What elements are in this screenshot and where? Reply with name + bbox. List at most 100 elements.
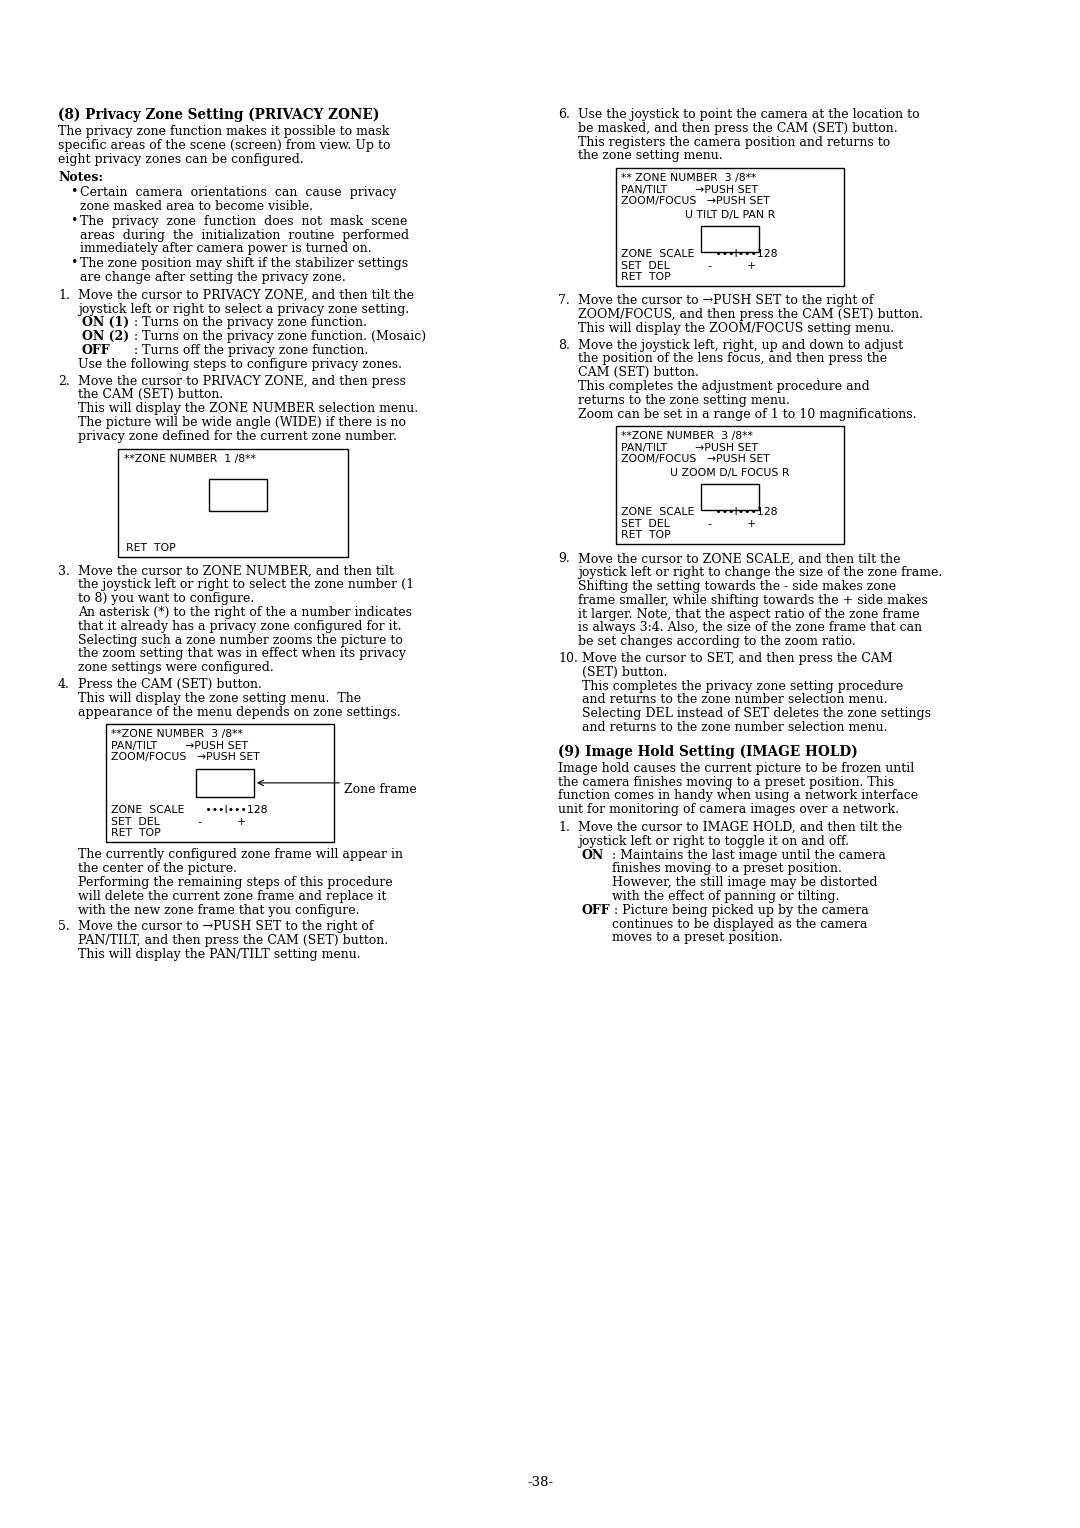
Text: PAN/TILT        →PUSH SET: PAN/TILT →PUSH SET <box>621 443 758 452</box>
Text: : Turns on the privacy zone function. (Mosaic): : Turns on the privacy zone function. (M… <box>126 330 427 344</box>
Text: 2.: 2. <box>58 374 70 388</box>
Bar <box>616 426 843 544</box>
Text: with the new zone frame that you configure.: with the new zone frame that you configu… <box>78 903 360 917</box>
Bar <box>701 226 759 252</box>
Text: However, the still image may be distorted: However, the still image may be distorte… <box>612 876 877 889</box>
Text: **ZONE NUMBER  3 /8**: **ZONE NUMBER 3 /8** <box>621 431 753 442</box>
Text: PAN/TILT, and then press the CAM (SET) button.: PAN/TILT, and then press the CAM (SET) b… <box>78 934 388 947</box>
Text: zone masked area to become visible.: zone masked area to become visible. <box>80 200 313 212</box>
Text: immediately after camera power is turned on.: immediately after camera power is turned… <box>80 243 372 255</box>
Text: •: • <box>70 185 78 199</box>
Text: eight privacy zones can be configured.: eight privacy zones can be configured. <box>58 153 303 165</box>
Text: ZOOM/FOCUS, and then press the CAM (SET) button.: ZOOM/FOCUS, and then press the CAM (SET)… <box>578 309 923 321</box>
Text: with the effect of panning or tilting.: with the effect of panning or tilting. <box>612 889 839 903</box>
Text: This will display the PAN/TILT setting menu.: This will display the PAN/TILT setting m… <box>78 947 361 961</box>
Text: •: • <box>70 257 78 269</box>
Text: moves to a preset position.: moves to a preset position. <box>612 932 783 944</box>
Text: The privacy zone function makes it possible to mask: The privacy zone function makes it possi… <box>58 125 390 138</box>
Text: RET  TOP: RET TOP <box>126 542 176 553</box>
Text: the camera finishes moving to a preset position. This: the camera finishes moving to a preset p… <box>558 776 894 788</box>
Text: joystick left or right to select a privacy zone setting.: joystick left or right to select a priva… <box>78 303 409 316</box>
Text: ON (1): ON (1) <box>82 316 130 330</box>
Text: Move the cursor to IMAGE HOLD, and then tilt the: Move the cursor to IMAGE HOLD, and then … <box>578 821 902 834</box>
Text: Selecting such a zone number zooms the picture to: Selecting such a zone number zooms the p… <box>78 634 403 646</box>
Text: Zone frame: Zone frame <box>345 782 417 796</box>
Text: appearance of the menu depends on zone settings.: appearance of the menu depends on zone s… <box>78 706 401 718</box>
Text: Press the CAM (SET) button.: Press the CAM (SET) button. <box>78 678 261 691</box>
Text: SET  DEL           -          +: SET DEL - + <box>621 520 756 529</box>
Text: Certain  camera  orientations  can  cause  privacy: Certain camera orientations can cause pr… <box>80 186 396 199</box>
Text: U ZOOM D/L FOCUS R: U ZOOM D/L FOCUS R <box>671 468 789 478</box>
Text: U TILT D/L PAN R: U TILT D/L PAN R <box>685 209 775 220</box>
Text: continues to be displayed as the camera: continues to be displayed as the camera <box>612 918 867 931</box>
Text: the joystick left or right to select the zone number (1: the joystick left or right to select the… <box>78 579 414 591</box>
Text: Move the cursor to ZONE SCALE, and then tilt the: Move the cursor to ZONE SCALE, and then … <box>578 553 901 565</box>
Text: PAN/TILT        →PUSH SET: PAN/TILT →PUSH SET <box>111 741 248 750</box>
Text: •: • <box>70 214 78 226</box>
Text: Performing the remaining steps of this procedure: Performing the remaining steps of this p… <box>78 876 393 889</box>
Text: will delete the current zone frame and replace it: will delete the current zone frame and r… <box>78 889 387 903</box>
Text: Move the cursor to SET, and then press the CAM: Move the cursor to SET, and then press t… <box>582 652 893 665</box>
Text: the position of the lens focus, and then press the: the position of the lens focus, and then… <box>578 353 887 365</box>
Bar <box>106 724 334 842</box>
Text: : Maintains the last image until the camera: : Maintains the last image until the cam… <box>600 848 886 862</box>
Text: This registers the camera position and returns to: This registers the camera position and r… <box>578 136 890 148</box>
Text: (SET) button.: (SET) button. <box>582 666 667 678</box>
Text: 8.: 8. <box>558 339 570 351</box>
Text: This will display the zone setting menu.  The: This will display the zone setting menu.… <box>78 692 361 704</box>
Text: ON (2): ON (2) <box>82 330 130 344</box>
Text: it larger. Note, that the aspect ratio of the zone frame: it larger. Note, that the aspect ratio o… <box>578 608 920 620</box>
Text: RET  TOP: RET TOP <box>111 828 161 839</box>
Text: Move the cursor to →PUSH SET to the right of: Move the cursor to →PUSH SET to the righ… <box>578 295 874 307</box>
Text: RET  TOP: RET TOP <box>621 272 671 283</box>
Text: Zoom can be set in a range of 1 to 10 magnifications.: Zoom can be set in a range of 1 to 10 ma… <box>578 408 917 420</box>
Text: areas  during  the  initialization  routine  performed: areas during the initialization routine … <box>80 229 409 241</box>
Text: ZONE  SCALE      •••I•••128: ZONE SCALE •••I•••128 <box>111 805 268 816</box>
Text: Shifting the setting towards the - side makes zone: Shifting the setting towards the - side … <box>578 581 896 593</box>
Text: ZOOM/FOCUS   →PUSH SET: ZOOM/FOCUS →PUSH SET <box>621 454 770 465</box>
Text: This completes the privacy zone setting procedure: This completes the privacy zone setting … <box>582 680 903 692</box>
Text: Use the joystick to point the camera at the location to: Use the joystick to point the camera at … <box>578 108 920 121</box>
Text: Move the joystick left, right, up and down to adjust: Move the joystick left, right, up and do… <box>578 339 903 351</box>
Text: : Picture being picked up by the camera: : Picture being picked up by the camera <box>606 903 868 917</box>
Text: The picture will be wide angle (WIDE) if there is no: The picture will be wide angle (WIDE) if… <box>78 416 406 429</box>
Text: that it already has a privacy zone configured for it.: that it already has a privacy zone confi… <box>78 620 402 633</box>
Text: Use the following steps to configure privacy zones.: Use the following steps to configure pri… <box>78 358 402 371</box>
Text: zone settings were configured.: zone settings were configured. <box>78 662 273 674</box>
Text: 3.: 3. <box>58 565 70 578</box>
Text: be set changes according to the zoom ratio.: be set changes according to the zoom rat… <box>578 636 855 648</box>
Text: ZOOM/FOCUS   →PUSH SET: ZOOM/FOCUS →PUSH SET <box>111 752 260 762</box>
Text: ** ZONE NUMBER  3 /8**: ** ZONE NUMBER 3 /8** <box>621 173 756 183</box>
Text: Notes:: Notes: <box>58 171 103 185</box>
Text: An asterisk (*) to the right of the a number indicates: An asterisk (*) to the right of the a nu… <box>78 607 411 619</box>
Text: (8) Privacy Zone Setting (PRIVACY ZONE): (8) Privacy Zone Setting (PRIVACY ZONE) <box>58 108 379 122</box>
Text: the CAM (SET) button.: the CAM (SET) button. <box>78 388 224 402</box>
Text: **ZONE NUMBER  3 /8**: **ZONE NUMBER 3 /8** <box>111 729 243 740</box>
Bar <box>195 769 254 798</box>
Text: Move the cursor to PRIVACY ZONE, and then tilt the: Move the cursor to PRIVACY ZONE, and the… <box>78 289 414 303</box>
Text: This will display the ZONE NUMBER selection menu.: This will display the ZONE NUMBER select… <box>78 402 418 416</box>
Text: This will display the ZOOM/FOCUS setting menu.: This will display the ZOOM/FOCUS setting… <box>578 322 894 335</box>
Text: **ZONE NUMBER  1 /8**: **ZONE NUMBER 1 /8** <box>124 454 256 463</box>
Text: Move the cursor to PRIVACY ZONE, and then press: Move the cursor to PRIVACY ZONE, and the… <box>78 374 406 388</box>
Text: to 8) you want to configure.: to 8) you want to configure. <box>78 593 254 605</box>
Text: the zone setting menu.: the zone setting menu. <box>578 150 723 162</box>
Text: is always 3:4. Also, the size of the zone frame that can: is always 3:4. Also, the size of the zon… <box>578 622 922 634</box>
Text: 4.: 4. <box>58 678 70 691</box>
Text: CAM (SET) button.: CAM (SET) button. <box>578 367 699 379</box>
Text: The  privacy  zone  function  does  not  mask  scene: The privacy zone function does not mask … <box>80 215 407 228</box>
Bar <box>616 168 843 286</box>
Text: Move the cursor to →PUSH SET to the right of: Move the cursor to →PUSH SET to the righ… <box>78 920 374 934</box>
Text: OFF: OFF <box>582 903 610 917</box>
Text: ON: ON <box>582 848 604 862</box>
Text: (9) Image Hold Setting (IMAGE HOLD): (9) Image Hold Setting (IMAGE HOLD) <box>558 744 858 759</box>
Text: RET  TOP: RET TOP <box>621 530 671 541</box>
Text: PAN/TILT        →PUSH SET: PAN/TILT →PUSH SET <box>621 185 758 194</box>
Text: 6.: 6. <box>558 108 570 121</box>
Text: function comes in handy when using a network interface: function comes in handy when using a net… <box>558 790 918 802</box>
Text: Image hold causes the current picture to be frozen until: Image hold causes the current picture to… <box>558 762 915 775</box>
Text: the zoom setting that was in effect when its privacy: the zoom setting that was in effect when… <box>78 648 406 660</box>
Text: : Turns on the privacy zone function.: : Turns on the privacy zone function. <box>126 316 367 330</box>
Text: are change after setting the privacy zone.: are change after setting the privacy zon… <box>80 270 346 284</box>
Text: be masked, and then press the CAM (SET) button.: be masked, and then press the CAM (SET) … <box>578 122 897 134</box>
